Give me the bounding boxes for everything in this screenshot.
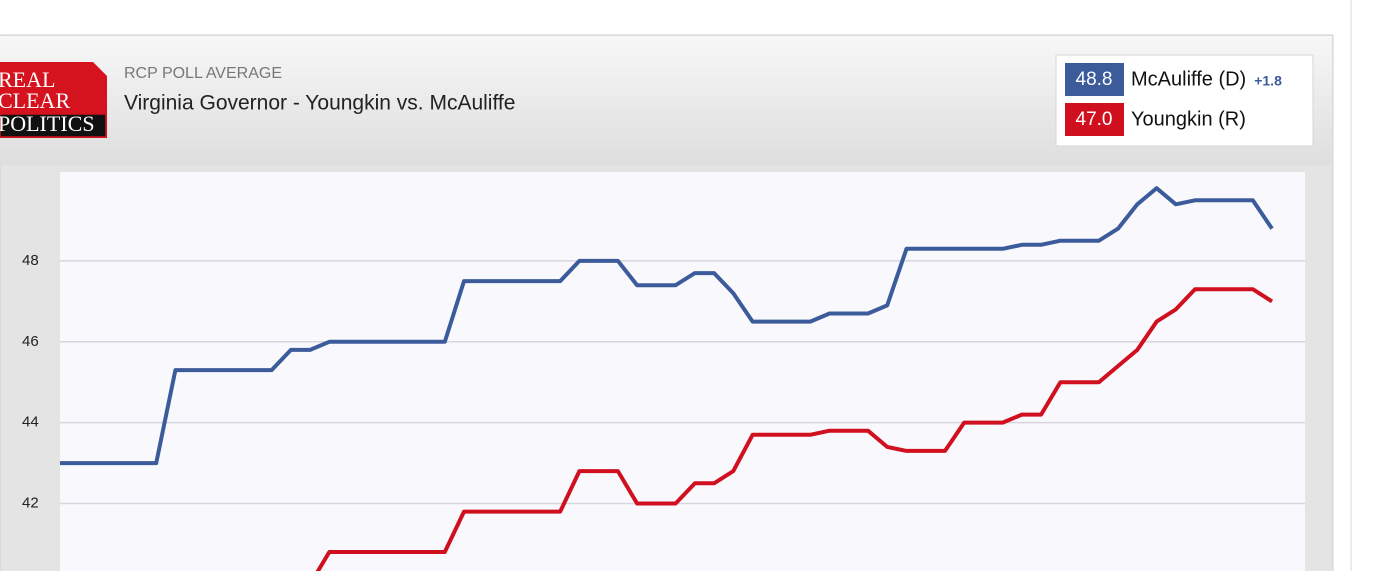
legend-swatch [1065, 103, 1124, 136]
legend-value: 47.0 [1076, 109, 1113, 130]
y-tick-label: 46 [22, 333, 39, 350]
y-tick-label: 48 [22, 252, 39, 269]
logo-text: POLITICS [0, 111, 95, 136]
legend-swatch [1065, 63, 1124, 96]
lines [60, 186, 1274, 571]
series-line [60, 186, 1274, 466]
eyebrow: RCP POLL AVERAGE [124, 65, 282, 82]
y-tick-label: 44 [22, 414, 39, 431]
legend-name: McAuliffe (D) [1131, 68, 1246, 90]
legend-name: Youngkin (R) [1131, 108, 1246, 130]
chart-title: Virginia Governor - Youngkin vs. McAulif… [124, 92, 515, 115]
logo: REAL CLEAR POLITICS [0, 62, 107, 138]
scroll-divider [1350, 0, 1352, 571]
y-tick-label: 42 [22, 494, 39, 511]
logo-band [0, 113, 107, 138]
logo-text: CLEAR [0, 88, 70, 113]
legend-value: 48.8 [1076, 69, 1113, 90]
logo-text: REAL [0, 67, 55, 92]
legend-spread: +1.8 [1254, 73, 1282, 89]
series-line [315, 287, 1274, 571]
